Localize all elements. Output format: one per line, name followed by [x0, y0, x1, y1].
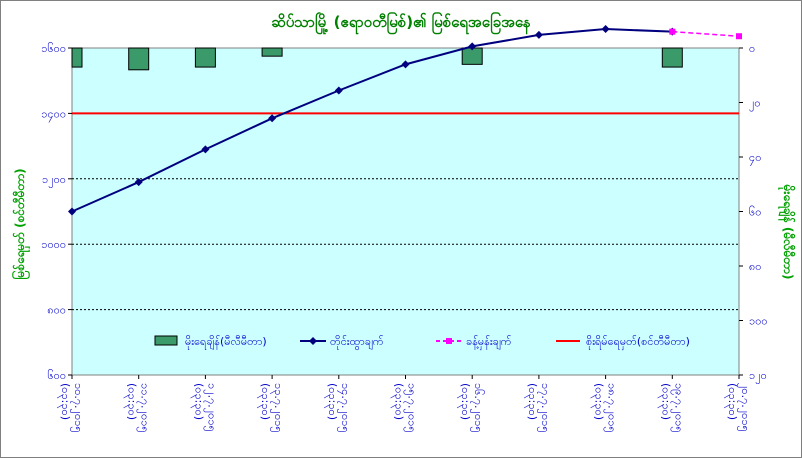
x-tick-label-line: ၁၆.၇.၂၀၁၅ — [470, 383, 485, 433]
x-tick-label-line: (၀၃:၃၀) — [591, 383, 606, 420]
x-tick-label-line: (၀၃:၃၀) — [457, 383, 472, 420]
rainfall-bar — [461, 47, 483, 65]
x-tick-label-line: ၂၀.၇.၂၀၁၅ — [737, 383, 752, 432]
x-tick-label-line: (၀၃:၃၀) — [524, 383, 539, 420]
x-tick-label: ၁၁.၇.၂၀၁၅(၀၃:၃၀) — [124, 383, 152, 433]
x-tick-label-line: (၀၃:၃၀) — [324, 383, 339, 420]
x-tick-label-line: (၀၃:၃၀) — [57, 383, 72, 420]
x-tick-label-line: (၀၃:၃၀) — [190, 383, 205, 420]
x-tick-label-line: ၁၇.၇.၂၀၁၅ — [537, 383, 552, 433]
x-tick-label-line: ၁၄.၇.၂၀၁၅ — [337, 383, 352, 433]
forecast-line — [672, 30, 740, 37]
legend-label: စိုးရိမ်ရေမှတ်(စင်တီမီတာ) — [586, 335, 690, 350]
observed-marker — [334, 86, 343, 95]
x-tick-label-line: (၀၃:၃၀) — [724, 383, 739, 420]
axes: ၆၀၀ ၈၀၀ ၁၀၀၀ ၁၂၀၀ ၁၄၀၀ ၁၆၀၀ ၀၂၀၄၀၆၀၈၀၁၀၀၁၂၀၁၀.… — [41, 42, 767, 433]
y-tick-label-right: ၁၂၀ — [749, 369, 767, 384]
x-tick-label-line: (၀၃:၃၀) — [657, 383, 672, 420]
x-tick-label: ၁၃.၇.၂၀၁၅(၀၃:၃၀) — [257, 383, 285, 433]
y-tick-label-left: ၁၀၀၀ — [41, 238, 66, 251]
x-tick-label-line: ၁၃.၇.၂၀၁၅ — [270, 383, 285, 433]
x-tick-label: ၁၈.၇.၂၀၁၅(၀၃:၃၀) — [591, 383, 619, 433]
y-tick-label-left: ၆၀၀ — [47, 369, 66, 382]
observed-marker — [401, 60, 410, 69]
x-tick-label-line: ၁၂.၇.၂၀၁၅ — [203, 383, 218, 432]
rainfall-bar — [194, 47, 216, 68]
x-tick-label: ၁၂.၇.၂၀၁၅(၀၃:၃၀) — [190, 383, 218, 432]
x-tick-label-line: ၁၀.၇.၂၀၁၅ — [70, 383, 85, 433]
rainfall-bar — [128, 47, 150, 71]
x-tick-label: ၁၅.၇.၂၀၁၅(၀၃:၃၀) — [391, 383, 419, 433]
x-tick-label: ၁၇.၇.၂၀၁၅(၀၃:၃၀) — [524, 383, 552, 433]
rainfall-bar — [71, 47, 83, 68]
y-tick-label-left: ၁၆၀၀ — [41, 42, 66, 55]
y-tick-label-right: ၁၀၀ — [749, 315, 768, 328]
rainfall-bar — [661, 47, 683, 68]
rainfall-bars — [71, 47, 683, 71]
legend-label: မိုးရေချိန်(မီလီမီတာ) — [185, 335, 267, 350]
x-tick-label: ၁၀.၇.၂၀၁၅(၀၃:၃၀) — [57, 383, 85, 433]
observed-line — [71, 28, 673, 213]
y-axis-title-right: မိုးရေချိန် (မီလီမီတာ) — [777, 184, 797, 280]
x-tick-label: ၂၀.၇.၂၀၁၅(၀၃:၃၀) — [724, 383, 752, 432]
observed-marker — [134, 178, 143, 187]
x-tick-label-line: ၁၁.၇.၂၀၁၅ — [137, 383, 152, 433]
observed-marker — [468, 42, 477, 51]
x-tick-label-line: ၁၈.၇.၂၀၁၅ — [604, 383, 619, 433]
forecast-marker — [736, 33, 742, 40]
x-tick-label-line: (၀၃:၃၀) — [124, 383, 139, 420]
water-level-lines — [68, 25, 742, 216]
x-tick-label-line: (၀၃:၃၀) — [257, 383, 272, 420]
observed-marker — [68, 207, 76, 216]
legend-label: တိုင်းထွာချက် — [330, 335, 384, 350]
observed-marker — [601, 25, 610, 34]
legend: မိုးရေချိန်(မီလီမီတာ) တိုင်းထွာချက် ခန့်မှ… — [154, 335, 690, 350]
x-tick-label: ၁၆.၇.၂၀၁၅(၀၃:၃၀) — [457, 383, 485, 433]
x-tick-label: ၁၄.၇.၂၀၁၅(၀၃:၃၀) — [324, 383, 352, 433]
y-tick-label-right: ၀ — [749, 42, 755, 55]
x-tick-label-line: (၀၃:၃၀) — [391, 383, 406, 420]
plot-area — [71, 47, 740, 376]
observed-marker — [534, 30, 543, 39]
forecast-marker — [669, 28, 676, 35]
legend-label: ခန့်မှန်းချက် — [466, 335, 512, 350]
legend-marker-forecast — [446, 338, 452, 344]
y-tick-label-left: ၈၀၀ — [47, 304, 66, 317]
x-tick-label: ၁၉.၇.၂၀၁၅(၀၃:၃၀) — [657, 383, 685, 433]
y-tick-label-right: ၂၀ — [749, 97, 761, 112]
y-tick-label-right: ၆၀ — [749, 206, 761, 219]
x-tick-label-line: ၁၅.၇.၂၀၁၅ — [404, 383, 419, 433]
rainfall-bar — [261, 47, 283, 57]
x-tick-label-line: ၁၉.၇.၂၀၁၅ — [670, 383, 685, 433]
legend-marker-observed — [309, 337, 317, 345]
y-tick-label-right: ၄၀ — [749, 151, 761, 166]
y-tick-label-left: ၁၂၀၀ — [42, 173, 66, 188]
y-axis-title-left: မြစ်ရေမှတ် (စင်တီမီတာ) — [10, 168, 31, 279]
legend-swatch-rainfall — [154, 335, 178, 346]
y-tick-label-left: ၁၄၀၀ — [41, 107, 66, 122]
observed-marker — [201, 145, 210, 154]
y-tick-label-right: ၈၀ — [749, 260, 761, 273]
observed-marker — [268, 114, 277, 123]
